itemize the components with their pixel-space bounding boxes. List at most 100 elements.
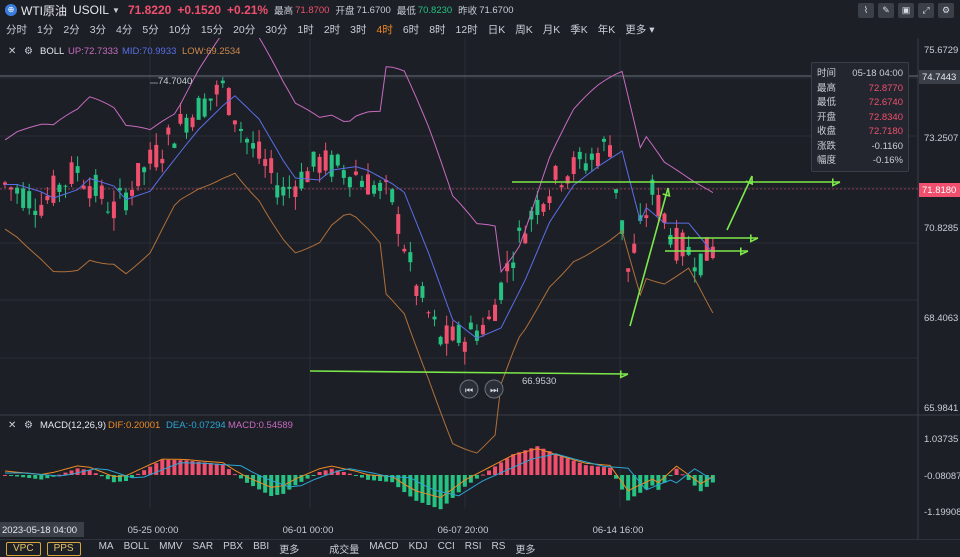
period-tab[interactable]: 8时 — [429, 23, 446, 36]
indicator-option[interactable]: MA — [98, 541, 114, 552]
macd-bar — [480, 474, 485, 476]
period-tab[interactable]: 季K — [570, 23, 588, 36]
indicator-option[interactable]: 更多 — [515, 545, 536, 556]
macd-bar — [99, 475, 104, 477]
period-tab[interactable]: 2时 — [323, 23, 341, 36]
prev-button — [459, 379, 479, 399]
period-tab[interactable]: 5分 — [142, 23, 159, 36]
info-row: 最高 72.8770 — [817, 82, 903, 97]
boll-mid-value: MID:70.9933 — [122, 46, 176, 57]
symbol-dropdown-icon[interactable]: ▼ — [112, 5, 120, 15]
vpc-button[interactable]: VPC — [6, 541, 41, 556]
next-button — [484, 379, 504, 399]
candle-body — [69, 162, 74, 184]
macd-bar — [541, 448, 546, 475]
macd-bar — [190, 461, 195, 475]
macd-bar — [9, 475, 14, 476]
candle-body — [444, 325, 449, 344]
delete-icon[interactable]: ▣ — [898, 3, 914, 18]
settings-icon[interactable]: ⚙ — [938, 3, 954, 18]
info-key: 幅度 — [817, 155, 837, 166]
indicator-option[interactable]: PBX — [223, 541, 244, 552]
info-key: 最低 — [817, 97, 837, 108]
period-tab[interactable]: 20分 — [233, 23, 256, 36]
candle-body — [99, 185, 104, 199]
period-tab[interactable]: 更多 ▾ — [625, 23, 655, 36]
period-tab[interactable]: 分时 — [6, 23, 27, 36]
period-tab[interactable]: 月K — [542, 23, 561, 36]
indicator-option[interactable]: RS — [491, 541, 506, 552]
indicator-option[interactable]: BOLL — [123, 541, 150, 552]
indicator-option[interactable]: SAR — [192, 541, 214, 552]
info-value: 72.8340 — [868, 111, 903, 123]
prev-close-label: 昨收 — [458, 6, 478, 17]
candle-body — [523, 233, 528, 244]
level-arrow-1-head — [749, 234, 759, 243]
macd-bar — [523, 450, 528, 475]
macd-bar — [226, 469, 231, 475]
candle-body — [601, 138, 606, 142]
candle-body — [577, 151, 582, 160]
candle-body — [87, 186, 92, 199]
up-trend-arrow — [629, 187, 669, 327]
indicator-option[interactable]: MMV — [159, 541, 183, 552]
expand-icon[interactable]: ⤢ — [918, 3, 934, 18]
period-tab[interactable]: 15分 — [200, 23, 224, 36]
macd-bar — [160, 459, 165, 475]
candle-body — [130, 189, 135, 196]
symbol-code[interactable]: USOIL — [73, 3, 110, 17]
high-value: 71.8700 — [295, 4, 330, 16]
boll-name: BOLL — [40, 46, 64, 57]
period-tab[interactable]: 1分 — [37, 23, 54, 36]
candle-body — [614, 189, 619, 193]
macd-bar — [650, 475, 655, 486]
indicator-option[interactable]: 成交量 — [329, 545, 360, 556]
candle-body — [378, 182, 383, 191]
macd-bar — [366, 475, 370, 480]
period-tab[interactable]: 年K — [597, 23, 616, 36]
period-tab[interactable]: 日K — [487, 23, 506, 36]
macd-bar — [142, 470, 147, 475]
period-tab[interactable]: 周K — [515, 23, 533, 36]
candle-body — [142, 167, 147, 173]
candle-body — [499, 282, 504, 301]
period-tab[interactable]: 30分 — [265, 23, 288, 36]
pps-button[interactable]: PPS — [46, 541, 81, 556]
symbol-name[interactable]: WTI原油 — [21, 3, 67, 18]
kline-chart[interactable]: 74.7040 66.9530 ✕ ⚙ BOLL UP:72.7333 MID:70.993… — [0, 38, 960, 539]
period-tab[interactable]: 4时 — [376, 23, 393, 36]
macd-bar — [632, 475, 637, 497]
macd-bar — [505, 458, 510, 475]
indicator-option[interactable]: MACD — [369, 541, 399, 552]
macd-bar — [21, 475, 26, 478]
period-tab[interactable]: 10分 — [168, 23, 191, 36]
period-tab[interactable]: 1时 — [297, 23, 314, 36]
period-tab[interactable]: 2分 — [63, 23, 80, 36]
period-tab[interactable]: 6时 — [402, 23, 420, 36]
candle-body — [620, 220, 625, 234]
indicator-option[interactable]: BBI — [253, 541, 270, 552]
period-tab[interactable]: 3时 — [350, 23, 367, 36]
candle-body — [21, 188, 26, 208]
period-tab[interactable]: 3分 — [89, 23, 107, 36]
macd-bar — [517, 452, 522, 475]
current-price-tag — [919, 183, 960, 197]
macd-bar — [323, 470, 328, 475]
price-axis-label: 70.8285 — [924, 223, 958, 234]
candle-body — [626, 268, 631, 272]
macd-bar — [408, 475, 413, 497]
indicator-option[interactable]: RSI — [464, 541, 482, 552]
indicator-option[interactable]: KDJ — [408, 541, 428, 552]
macd-bar — [662, 475, 667, 483]
period-tab[interactable]: 4分 — [116, 23, 133, 36]
low-value: 70.8230 — [417, 4, 453, 16]
indicator-option[interactable]: CCI — [437, 541, 455, 552]
period-tab[interactable]: 12时 — [455, 23, 478, 36]
draw-icon[interactable]: ✎ — [878, 3, 894, 18]
candle-body — [124, 192, 128, 211]
indicator-option[interactable]: 更多 — [279, 545, 300, 556]
chart-type-icon[interactable]: ⌇ — [858, 3, 874, 18]
current-price-value: 71.8180 — [922, 185, 956, 196]
macd-bar — [57, 474, 62, 476]
candle-body — [704, 237, 709, 261]
